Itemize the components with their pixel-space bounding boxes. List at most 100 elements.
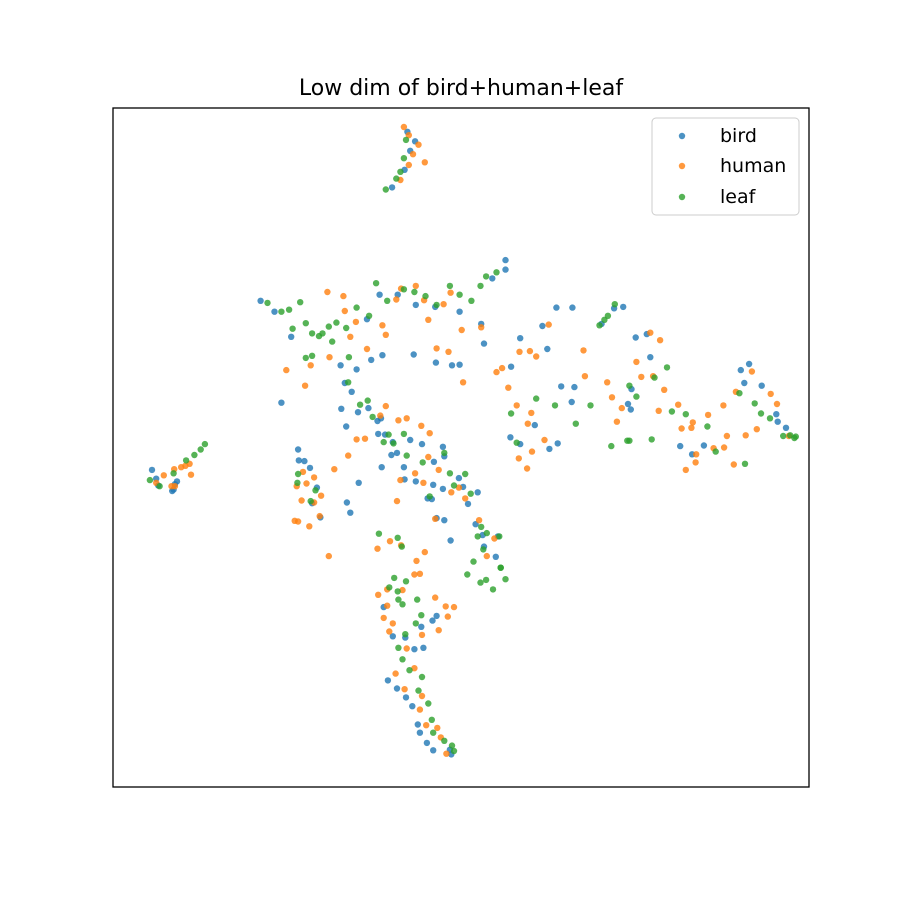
point-leaf — [450, 747, 458, 755]
point-human — [462, 495, 469, 502]
point-leaf — [433, 301, 440, 309]
point-bird — [774, 418, 781, 425]
point-human — [498, 364, 506, 372]
point-human — [352, 318, 360, 326]
point-leaf — [308, 330, 316, 337]
point-leaf — [191, 451, 198, 459]
point-leaf — [319, 330, 326, 337]
point-human — [301, 382, 309, 389]
point-human — [704, 411, 712, 419]
point-human — [361, 435, 369, 442]
point-human — [400, 123, 408, 131]
point-leaf — [414, 596, 421, 603]
point-bird — [418, 623, 425, 630]
point-leaf — [596, 322, 603, 329]
point-human — [688, 424, 695, 431]
point-human — [425, 453, 432, 461]
legend: bird human leaf — [651, 117, 800, 216]
point-leaf — [397, 168, 404, 175]
point-bird — [558, 383, 565, 390]
point-human — [693, 451, 700, 458]
point-human — [187, 471, 195, 478]
point-bird — [539, 322, 546, 330]
point-human — [682, 466, 689, 474]
point-human — [526, 347, 534, 355]
point-leaf — [418, 673, 426, 681]
point-human — [171, 483, 179, 490]
point-bird — [402, 694, 410, 701]
point-leaf — [402, 136, 410, 144]
point-bird — [455, 474, 463, 482]
point-leaf — [608, 442, 615, 450]
point-leaf — [390, 440, 397, 447]
point-bird — [257, 297, 264, 304]
point-leaf — [411, 288, 418, 296]
point-leaf — [297, 299, 304, 306]
point-leaf — [474, 533, 481, 540]
point-human — [434, 724, 441, 732]
point-bird — [632, 334, 639, 341]
point-human — [283, 366, 290, 374]
point-human — [513, 402, 520, 409]
point-bird — [439, 485, 447, 493]
point-leaf — [285, 306, 293, 313]
point-bird — [745, 360, 753, 368]
point-leaf — [780, 432, 787, 440]
legend-marker-human — [678, 162, 686, 170]
point-bird — [394, 291, 401, 298]
point-bird — [169, 487, 176, 495]
point-leaf — [307, 497, 314, 505]
point-leaf — [587, 402, 594, 409]
point-human — [411, 470, 419, 477]
point-human — [403, 645, 410, 652]
point-leaf — [467, 490, 474, 497]
point-human — [444, 613, 451, 620]
point-human — [380, 614, 387, 622]
legend-marker-bird — [678, 132, 686, 140]
point-leaf — [419, 459, 426, 466]
point-leaf — [289, 325, 296, 332]
point-human — [493, 368, 500, 376]
point-human — [393, 497, 401, 505]
point-leaf — [364, 397, 371, 404]
point-bird — [647, 354, 654, 361]
point-bird — [474, 489, 481, 496]
point-leaf — [333, 319, 340, 326]
point-bird — [447, 537, 454, 544]
point-leaf — [353, 304, 360, 311]
point-bird — [464, 500, 472, 508]
point-bird — [337, 362, 344, 369]
point-human — [418, 631, 426, 639]
point-human — [618, 404, 625, 412]
point-bird — [531, 421, 538, 429]
point-leaf — [369, 413, 376, 421]
point-leaf — [402, 631, 409, 638]
point-human — [432, 515, 439, 522]
point-bird — [430, 458, 438, 465]
point-leaf — [704, 423, 711, 430]
point-leaf — [792, 433, 799, 440]
point-bird — [388, 184, 396, 191]
point-human — [505, 384, 512, 391]
point-human — [420, 479, 427, 486]
point-human — [720, 444, 728, 451]
point-bird — [677, 442, 684, 450]
point-human — [160, 472, 167, 479]
point-bird — [430, 747, 437, 754]
point-bird — [416, 729, 424, 736]
legend-label-leaf: leaf — [720, 186, 757, 208]
point-leaf — [513, 439, 520, 446]
point-leaf — [497, 564, 504, 571]
point-human — [533, 353, 540, 360]
point-human — [416, 570, 424, 577]
point-leaf — [477, 579, 484, 586]
point-leaf — [736, 390, 743, 397]
point-leaf — [480, 546, 487, 553]
point-bird — [502, 266, 509, 273]
point-bird — [554, 440, 561, 447]
point-bird — [278, 399, 285, 406]
point-human — [491, 535, 498, 542]
series-leaf — [146, 136, 799, 755]
plot-area — [113, 108, 809, 787]
point-bird — [517, 335, 524, 342]
